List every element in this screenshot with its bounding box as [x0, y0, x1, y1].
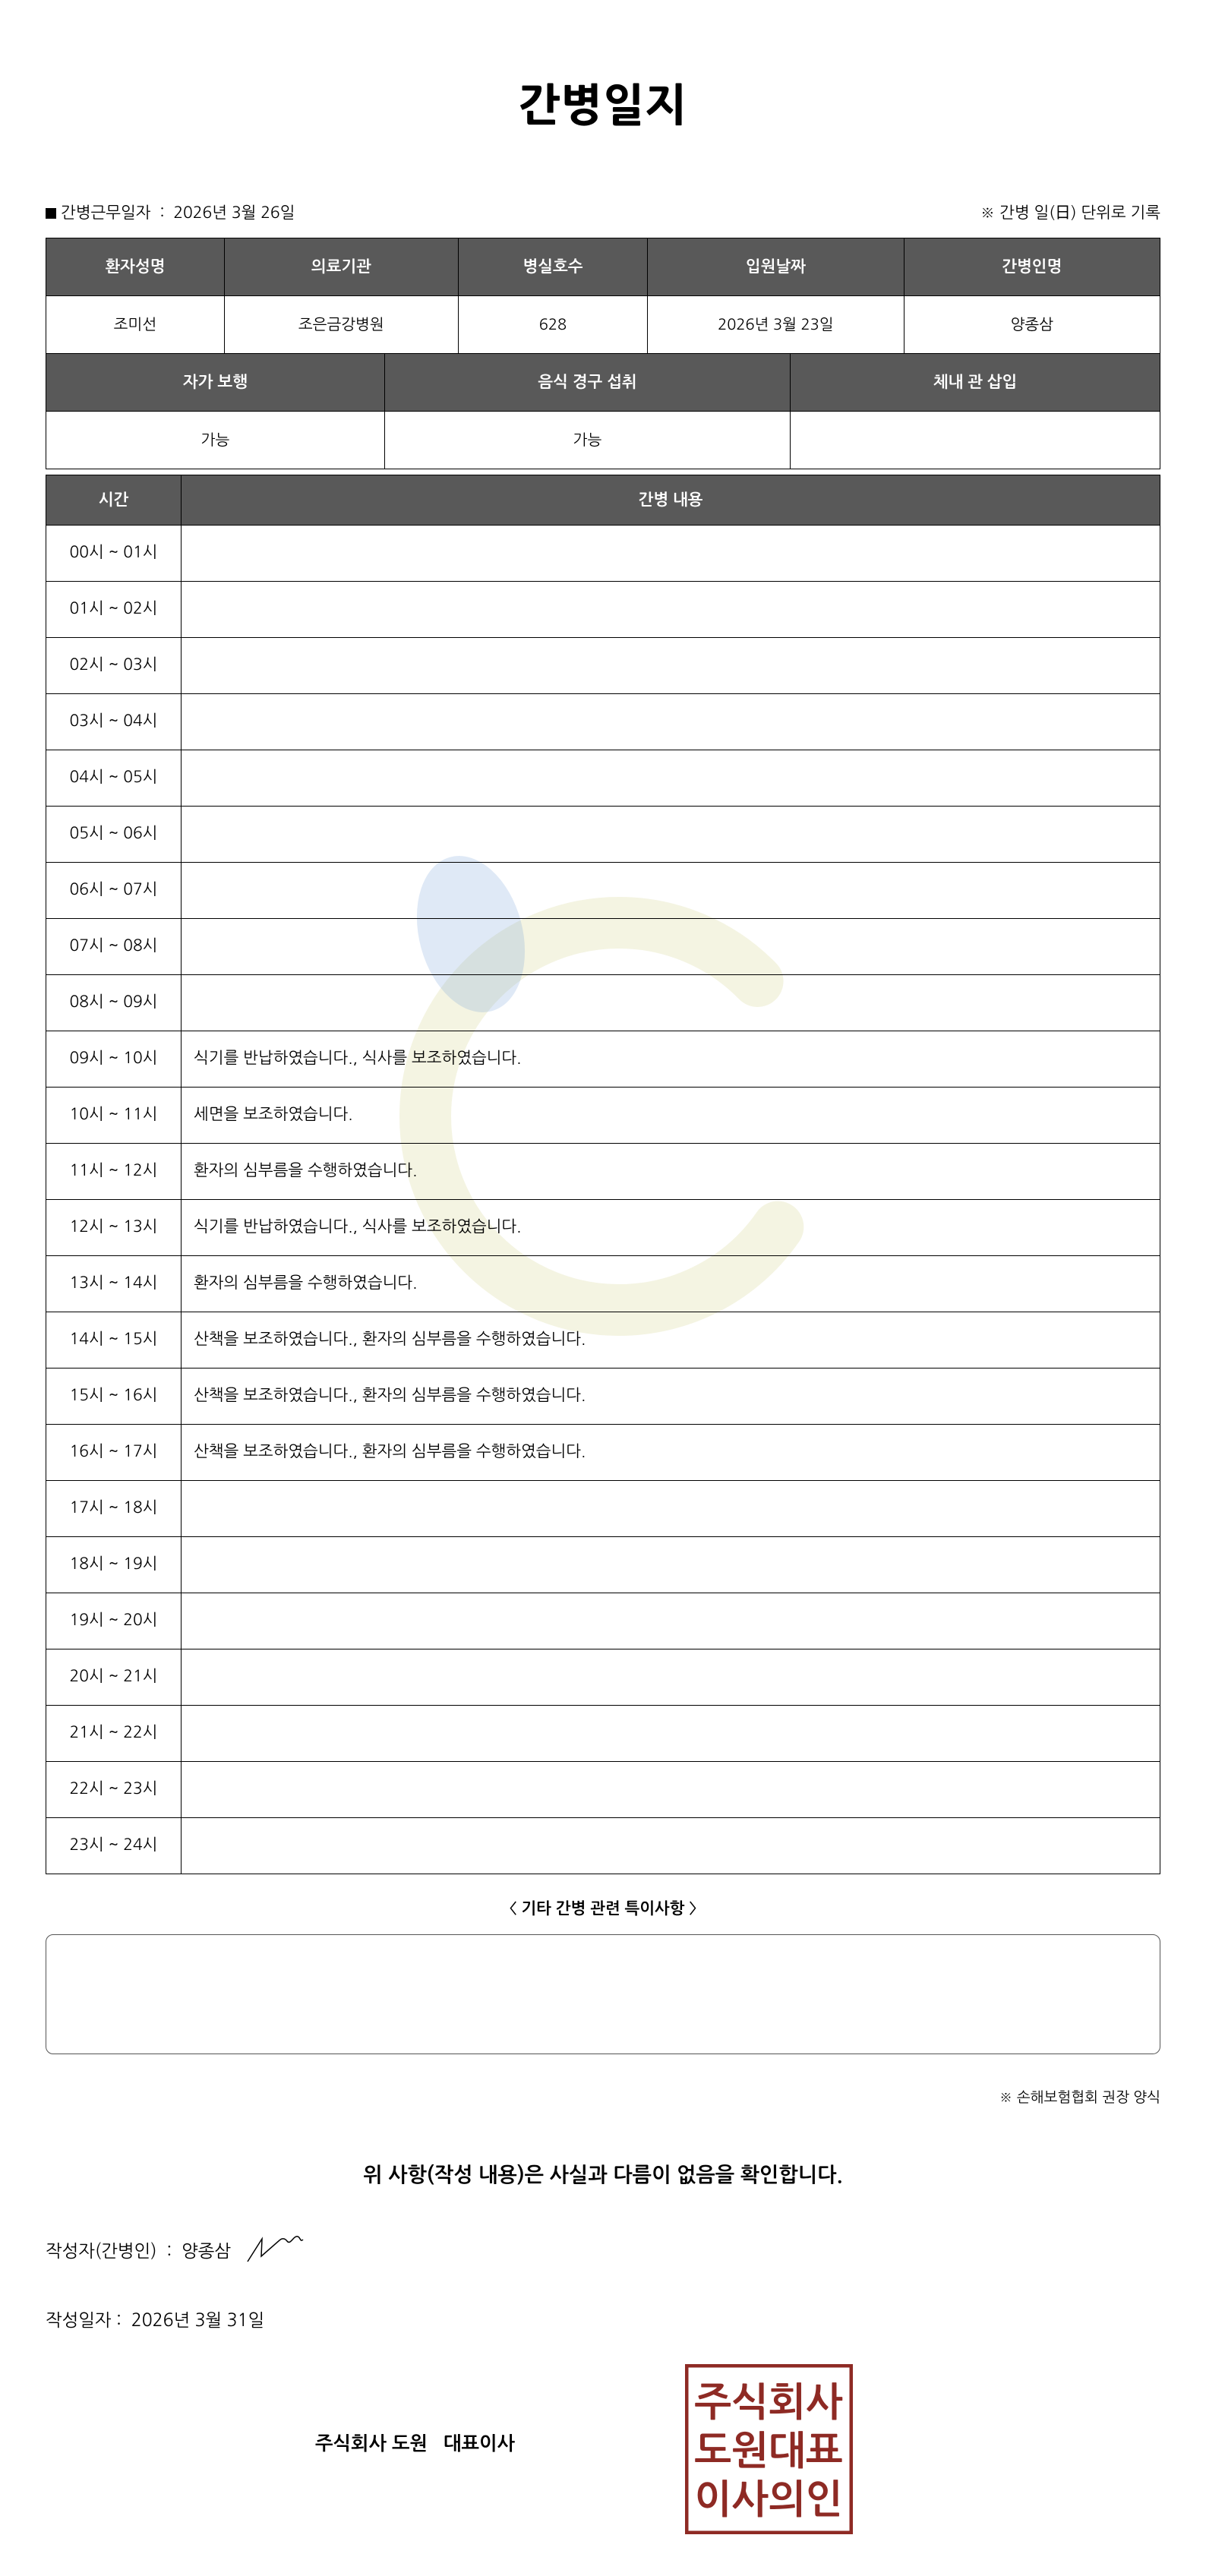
svg-text:도원대표: 도원대표	[694, 2431, 843, 2470]
svg-text:주식회사: 주식회사	[694, 2382, 843, 2422]
svg-text:이사의인: 이사의인	[694, 2480, 843, 2519]
